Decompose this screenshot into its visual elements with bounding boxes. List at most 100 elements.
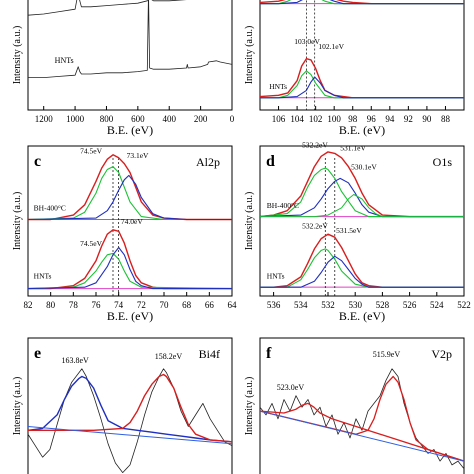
plot-frame [27, 0, 233, 111]
x-tick-label: 78 [69, 300, 79, 310]
x-tick-label: 534 [294, 300, 308, 310]
x-tick-label: 524 [430, 300, 444, 310]
annotation: 73.1eV [127, 151, 149, 160]
annotation: 74.0eV [121, 217, 143, 226]
annotation: 531.1eV [340, 143, 366, 152]
y-axis-label: Intensity (a.u.) [12, 26, 23, 85]
x-tick-label: 102 [309, 114, 323, 124]
series-line-3 [28, 229, 232, 290]
x-tick-label: 80 [46, 300, 56, 310]
x-tick-label: 88 [441, 114, 451, 124]
series-line-3 [260, 194, 464, 218]
annotation: BH-400°C [267, 201, 299, 210]
x-tick-label: 68 [182, 300, 192, 310]
annotation: 163.8eV [62, 356, 90, 365]
x-tick-label: 72 [137, 300, 146, 310]
y-axis-label: Intensity (a.u.) [12, 192, 23, 251]
x-tick-label: 1200 [35, 114, 54, 124]
x-tick-label: 0 [230, 114, 235, 124]
series-line-1 [28, 166, 232, 221]
annotation: HNTs [55, 56, 74, 65]
annotation: 523.0eV [277, 383, 305, 392]
y-axis-label: Intensity (a.u.) [244, 26, 255, 85]
plot-frame [27, 145, 233, 297]
series-line-4 [260, 233, 464, 288]
x-tick-label: 536 [267, 300, 281, 310]
x-tick-label: 66 [205, 300, 215, 310]
panel-c: 82 80 78 76 74 72 70 68 66 64 B.E. (eV) Intensity (… [12, 145, 238, 323]
x-tick-label: 74 [114, 300, 124, 310]
panel-letter: c [34, 153, 41, 170]
annotation: HNTs [269, 82, 287, 91]
x-tick-label: 800 [100, 114, 114, 124]
x-tick-label: 100 [327, 114, 341, 124]
annotation: HNTs [34, 271, 52, 280]
plot-area [260, 0, 464, 110]
x-axis-label: B.E. (eV) [107, 123, 153, 137]
x-tick-label: 200 [194, 114, 208, 124]
series-line-1 [260, 0, 464, 5]
annotation: 74.5eV [80, 239, 102, 248]
x-tick-label: 64 [228, 300, 238, 310]
panel-letter: e [34, 345, 41, 362]
x-axis-label: B.E. (eV) [339, 123, 385, 137]
series-line-3 [260, 410, 464, 462]
annotation: 531.5eV [336, 226, 362, 235]
series-line-1 [260, 167, 464, 218]
plot-frame [259, 0, 465, 111]
x-tick-label: 526 [403, 300, 417, 310]
series-line-0 [260, 368, 464, 470]
panel-b: 106 104 102 100 98 96 94 92 90 88 B.E. (eV) Intensi… [244, 0, 465, 137]
x-tick-label: 600 [131, 114, 145, 124]
x-tick-label: 1000 [66, 114, 85, 124]
plot-area [28, 0, 232, 78]
plot-area [28, 368, 232, 473]
x-tick-label: 522 [457, 300, 471, 310]
annotation: HNTs [267, 271, 285, 280]
series-line-4 [260, 70, 464, 99]
x-tick-label: 90 [422, 114, 432, 124]
x-tick-label: 92 [404, 114, 413, 124]
annotation: 515.9eV [373, 350, 401, 359]
panel-title: Bi4f [199, 347, 220, 361]
x-tick-label: 94 [385, 114, 395, 124]
plot-area [260, 368, 464, 470]
panel-title: Al2p [196, 155, 220, 169]
panel-f: Intensity (a.u.)fV2p523.0eV515.9eVBH-400… [244, 337, 465, 474]
series-line-3 [28, 426, 232, 445]
x-tick-label: 98 [348, 114, 358, 124]
series-line-5 [260, 248, 464, 288]
x-tick-label: 104 [290, 114, 304, 124]
x-tick-label: 528 [376, 300, 390, 310]
x-tick-label: 530 [348, 300, 362, 310]
annotation: 532.2eV [302, 140, 328, 149]
x-tick-label: 400 [162, 114, 176, 124]
series-line-0 [28, 368, 232, 473]
annotation: BH-400°C [34, 204, 66, 213]
series-line-2 [28, 174, 232, 221]
x-tick-label: 106 [272, 114, 286, 124]
x-axis-label: B.E. (eV) [339, 309, 385, 323]
panel-a: 1200 1000 800 600 400 200 0 B.E. (eV) Intensity … [12, 0, 235, 137]
panel-letter: f [266, 345, 272, 362]
panel-title: O1s [433, 155, 453, 169]
series-line-0 [260, 151, 464, 218]
y-axis-label: Intensity (a.u.) [244, 377, 255, 436]
series-line-6 [260, 255, 464, 288]
annotation: 158.2eV [155, 352, 183, 361]
series-line-5 [28, 246, 232, 290]
x-tick-label: 532 [321, 300, 335, 310]
panel-title: V2p [431, 347, 452, 361]
plot-area [260, 151, 464, 296]
series-line-2 [260, 177, 464, 218]
series-line-5 [260, 76, 464, 99]
panel-letter: d [266, 153, 275, 170]
x-axis-label: B.E. (eV) [107, 309, 153, 323]
annotation: 530.1eV [351, 163, 377, 172]
series-line-2 [28, 373, 232, 443]
annotation: 102.1eV [318, 42, 344, 51]
annotation: 103.0eV [294, 37, 320, 46]
x-tick-label: 76 [92, 300, 102, 310]
series-line-1 [28, 375, 232, 443]
x-tick-label: 96 [367, 114, 377, 124]
